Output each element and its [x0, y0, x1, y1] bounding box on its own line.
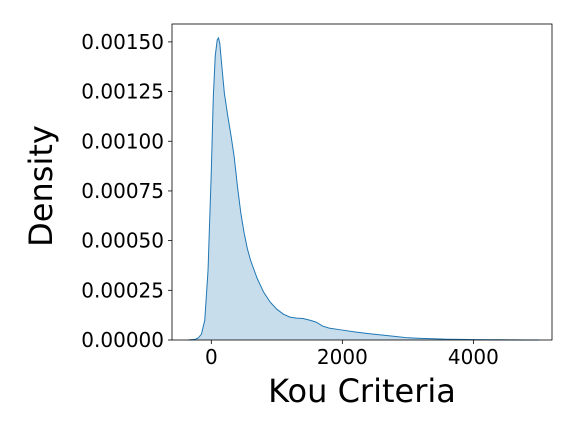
y-tick-label: 0.00025 — [81, 278, 164, 302]
y-tick-label: 0.00075 — [81, 179, 164, 203]
density-area-fill — [188, 37, 539, 340]
x-tick-label: 4000 — [448, 345, 499, 369]
y-tick-label: 0.00000 — [81, 328, 164, 352]
y-axis-ticks: 0.00000 0.00025 0.00050 0.00075 0.00100 0.001… — [81, 30, 172, 352]
plot-area — [188, 36, 539, 341]
y-axis-title: Density — [22, 125, 60, 247]
y-tick-label: 0.00100 — [81, 129, 164, 153]
density-curve-line — [188, 36, 539, 341]
axes-frame — [171, 23, 553, 341]
x-tick-label: 2000 — [317, 345, 368, 369]
x-tick-label: 0 — [205, 345, 218, 369]
x-axis-title: Kou Criteria — [268, 372, 456, 410]
y-tick-label: 0.00050 — [81, 229, 164, 253]
y-tick-label: 0.00125 — [81, 80, 164, 104]
y-tick-label: 0.00150 — [81, 30, 164, 54]
x-axis-ticks: 0 2000 4000 — [205, 340, 499, 369]
